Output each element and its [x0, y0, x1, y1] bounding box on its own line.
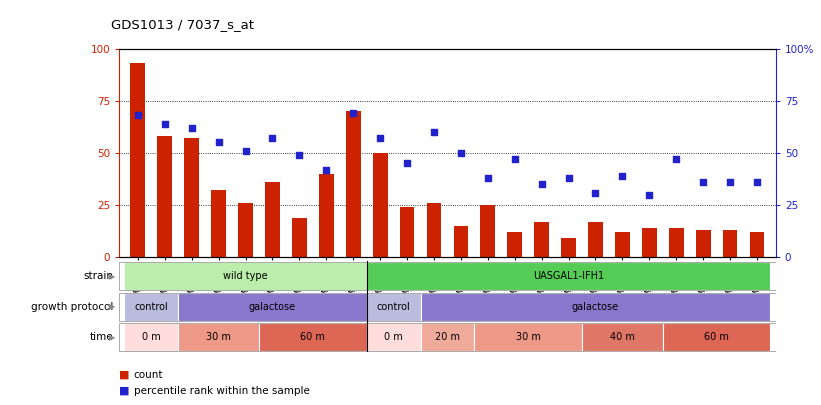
Point — [186, 125, 199, 131]
Point — [589, 189, 602, 196]
Point — [319, 166, 333, 173]
Text: 30 m: 30 m — [206, 332, 231, 342]
Text: ▶: ▶ — [109, 272, 116, 281]
Bar — [420, 323, 475, 351]
Bar — [750, 232, 764, 257]
Text: time: time — [89, 332, 113, 342]
Point — [158, 120, 172, 127]
Text: count: count — [134, 370, 163, 379]
Point — [508, 156, 521, 162]
Point — [696, 179, 709, 185]
Bar — [211, 190, 226, 257]
Point — [535, 181, 548, 188]
Bar — [400, 207, 415, 257]
Text: 0 m: 0 m — [384, 332, 403, 342]
Bar — [453, 226, 468, 257]
Text: 20 m: 20 m — [435, 332, 460, 342]
Text: ■: ■ — [119, 386, 130, 396]
Text: ▶: ▶ — [109, 333, 116, 342]
Text: percentile rank within the sample: percentile rank within the sample — [134, 386, 310, 396]
Bar — [158, 136, 172, 257]
Bar — [695, 230, 710, 257]
Point — [562, 175, 576, 181]
Text: GDS1013 / 7037_s_at: GDS1013 / 7037_s_at — [111, 18, 254, 31]
Bar — [588, 222, 603, 257]
Bar — [480, 205, 495, 257]
Bar — [125, 323, 178, 351]
Point — [643, 192, 656, 198]
Text: control: control — [377, 302, 410, 312]
Bar — [367, 293, 420, 321]
Text: control: control — [135, 302, 168, 312]
Text: 0 m: 0 m — [142, 332, 161, 342]
Text: growth protocol: growth protocol — [31, 302, 113, 312]
Text: wild type: wild type — [223, 271, 268, 281]
Bar — [615, 232, 630, 257]
Text: UASGAL1-IFH1: UASGAL1-IFH1 — [533, 271, 604, 281]
Text: ■: ■ — [119, 370, 130, 379]
Bar — [125, 262, 367, 290]
Point — [428, 129, 441, 135]
Bar — [346, 111, 360, 257]
Point — [293, 152, 306, 158]
Point — [212, 139, 225, 146]
Point — [401, 160, 414, 166]
Bar — [373, 153, 388, 257]
Bar — [238, 203, 253, 257]
Bar — [319, 174, 333, 257]
Bar — [178, 323, 259, 351]
Point — [481, 175, 494, 181]
Bar — [722, 230, 737, 257]
Bar — [185, 138, 200, 257]
Bar — [178, 293, 367, 321]
Text: 60 m: 60 m — [704, 332, 729, 342]
Point — [670, 156, 683, 162]
Point — [266, 135, 279, 141]
Point — [616, 173, 629, 179]
Bar — [669, 228, 684, 257]
Point — [454, 149, 467, 156]
Bar — [131, 63, 145, 257]
Bar — [507, 232, 522, 257]
Bar — [663, 323, 770, 351]
Bar — [427, 203, 442, 257]
Point — [750, 179, 764, 185]
Bar — [582, 323, 663, 351]
Bar — [475, 323, 582, 351]
Point — [131, 112, 144, 119]
Text: strain: strain — [83, 271, 113, 281]
Bar — [367, 323, 420, 351]
Bar — [420, 293, 770, 321]
Bar — [292, 217, 307, 257]
Text: 60 m: 60 m — [300, 332, 325, 342]
Bar — [265, 182, 280, 257]
Text: ▶: ▶ — [109, 302, 116, 311]
Bar — [642, 228, 657, 257]
Point — [374, 135, 387, 141]
Point — [346, 110, 360, 117]
Bar — [562, 239, 576, 257]
Point — [723, 179, 736, 185]
Bar — [534, 222, 549, 257]
Bar — [367, 262, 770, 290]
Text: 40 m: 40 m — [610, 332, 635, 342]
Point — [239, 147, 252, 154]
Text: galactose: galactose — [572, 302, 619, 312]
Bar — [259, 323, 367, 351]
Bar — [125, 293, 178, 321]
Text: galactose: galactose — [249, 302, 296, 312]
Text: 30 m: 30 m — [516, 332, 541, 342]
